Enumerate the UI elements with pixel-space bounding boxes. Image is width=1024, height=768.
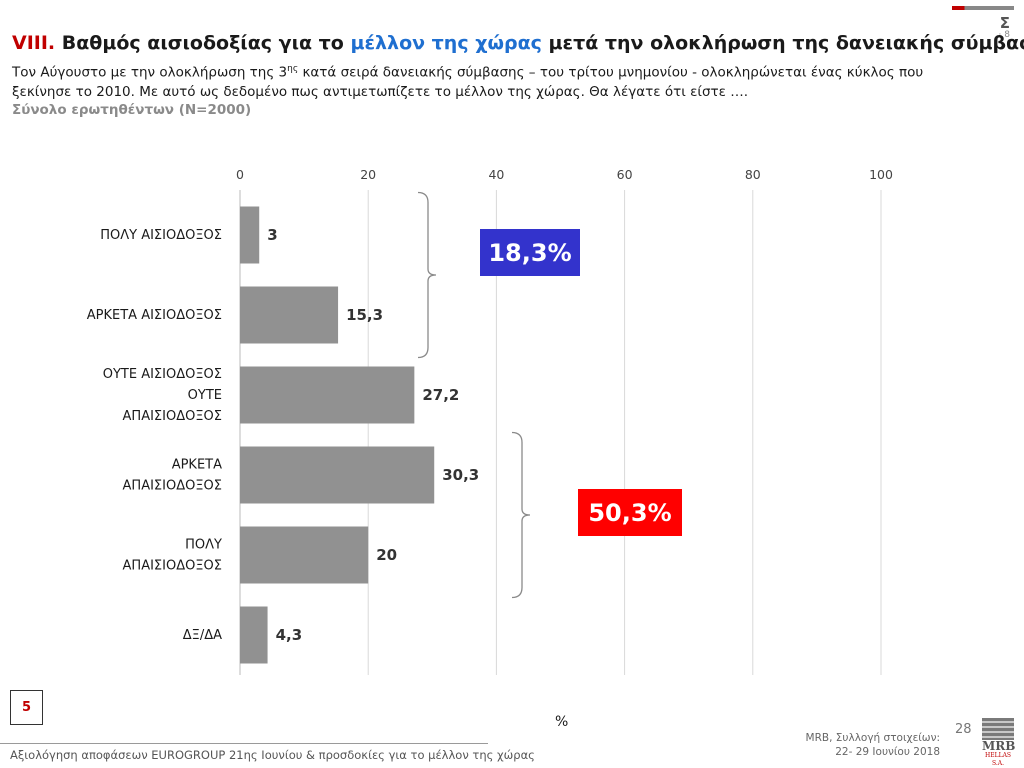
logo-subtext: HELLAS S.A. bbox=[984, 752, 1012, 767]
brand-mark: · 8 bbox=[998, 30, 1010, 40]
category-label-3-1: ΑΠΑΙΣΙΟΔΟΞΟΣ bbox=[123, 479, 222, 494]
category-label-2-0: ΟΥΤΕ ΑΙΣΙΟΔΟΞΟΣ bbox=[103, 367, 222, 382]
category-label-4-0: ΠΟΛΥ bbox=[185, 538, 222, 553]
bar-3 bbox=[240, 446, 435, 504]
sample-base: Σύνολο ερωτηθέντων (Ν=2000) bbox=[12, 102, 252, 118]
category-label-4-1: ΑΠΑΙΣΙΟΔΟΞΟΣ bbox=[123, 559, 222, 574]
tick-label-80: 80 bbox=[745, 167, 761, 182]
question-text: Τον Αύγουστο με την ολοκλήρωση της 3ης κ… bbox=[12, 60, 952, 102]
category-label-3-0: ΑΡΚΕΤΑ bbox=[172, 458, 222, 473]
logo-text: MRB bbox=[982, 739, 1016, 753]
subtitle-line2: ξεκίνησε το 2010. Με αυτό ως δεδομένο πω… bbox=[12, 83, 749, 100]
value-label-3: 30,3 bbox=[442, 466, 479, 484]
value-label-2: 27,2 bbox=[422, 386, 459, 404]
bar-5 bbox=[240, 606, 268, 664]
bar-chart: 0 20 40 60 80 100 3 ΠΟΛΥ ΑΙΣΙΟΔΟΞΟΣ 15,3 ΑΡΚΕΤΑ Α… bbox=[87, 167, 893, 675]
pessimistic-total-badge: 50,3% bbox=[578, 489, 682, 536]
subtitle-sup: ης bbox=[287, 64, 299, 74]
source-note: MRB, Συλλογή στοιχείων: 22- 29 Ιουνίου 2… bbox=[800, 731, 940, 759]
section-number-box: 5 bbox=[10, 690, 43, 725]
tick-label-100: 100 bbox=[869, 167, 893, 182]
bar-0 bbox=[240, 206, 260, 264]
brand-color-strip bbox=[952, 6, 1014, 10]
footer-text: Αξιολόγηση αποφάσεων EUROGROUP 21ης Ιουν… bbox=[10, 748, 535, 762]
tick-label-60: 60 bbox=[617, 167, 633, 182]
bar-2 bbox=[240, 366, 415, 424]
subtitle-line1b: κατά σειρά δανειακής σύμβασης – του τρίτ… bbox=[298, 64, 924, 81]
source-line1: MRB, Συλλογή στοιχείων: bbox=[805, 732, 940, 744]
category-label-2-1: ΟΥΤΕ bbox=[188, 388, 222, 403]
value-label-5: 4,3 bbox=[276, 626, 303, 644]
category-label-0-0: ΠΟΛΥ ΑΙΣΙΟΔΟΞΟΣ bbox=[100, 228, 222, 243]
optimistic-total-badge: 18,3% bbox=[480, 229, 580, 276]
category-label-5-0: ΔΞ/ΔΑ bbox=[183, 628, 222, 643]
category-label-2-2: ΑΠΑΙΣΙΟΔΟΞΟΣ bbox=[123, 409, 222, 424]
category-label-1-0: ΑΡΚΕΤΑ ΑΙΣΙΟΔΟΞΟΣ bbox=[87, 308, 222, 323]
value-label-4: 20 bbox=[376, 546, 397, 564]
value-label-1: 15,3 bbox=[346, 306, 383, 324]
value-label-0: 3 bbox=[267, 226, 277, 244]
page-number: 28 bbox=[955, 722, 972, 737]
logo-stripes bbox=[982, 718, 1014, 740]
group-bracket-1 bbox=[511, 431, 531, 599]
group-bracket-0 bbox=[417, 191, 437, 359]
title-part2: μετά την ολοκλήρωση της δανειακής σύμβασ… bbox=[548, 32, 1024, 54]
title-part1: Βαθμός αισιοδοξίας για το bbox=[61, 32, 344, 54]
brand-letter: Σ bbox=[999, 14, 1010, 32]
footer-divider bbox=[0, 743, 488, 744]
axis-unit-label: % bbox=[555, 714, 569, 730]
source-line2: 22- 29 Ιουνίου 2018 bbox=[835, 746, 940, 758]
title-number: VIII. bbox=[12, 32, 56, 54]
subtitle-line1a: Τον Αύγουστο με την ολοκλήρωση της 3 bbox=[12, 64, 288, 81]
bar-1 bbox=[240, 286, 339, 344]
tick-label-40: 40 bbox=[488, 167, 504, 182]
bar-4 bbox=[240, 526, 369, 584]
title-highlight: μέλλον της χώρας bbox=[350, 32, 542, 54]
mrb-logo: MRB HELLAS S.A. bbox=[982, 718, 1016, 767]
page-title: VIII. Βαθμός αισιοδοξίας για το μέλλον τ… bbox=[12, 32, 1024, 54]
tick-label-0: 0 bbox=[236, 167, 244, 182]
tick-label-20: 20 bbox=[360, 167, 376, 182]
